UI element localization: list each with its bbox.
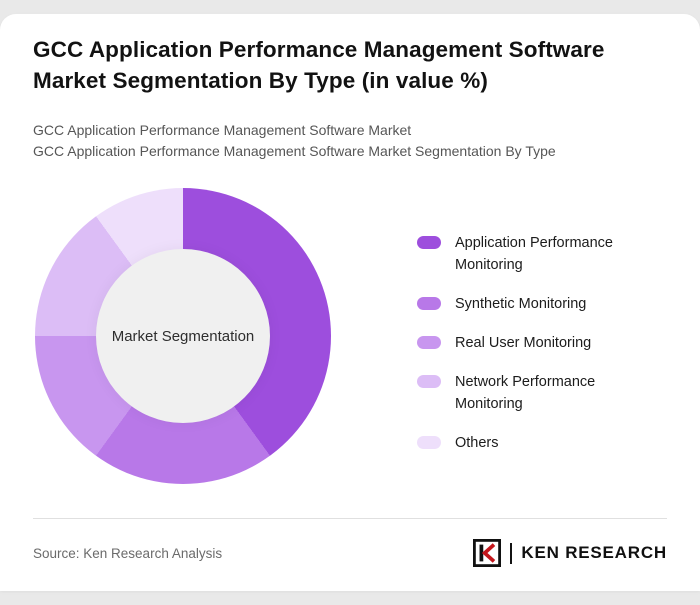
brand-separator <box>510 542 513 564</box>
brand-logo: KEN RESEARCH <box>473 539 667 567</box>
ken-logo-k-icon <box>473 539 502 567</box>
brand-name: KEN RESEARCH <box>521 543 667 562</box>
legend-swatch <box>417 375 441 389</box>
source-text: Source: Ken Research Analysis <box>33 545 223 561</box>
legend-label: Network Performance Monitoring <box>455 374 596 413</box>
donut-hole: Market Segmentation <box>96 249 270 424</box>
legend-label: Application Performance Monitoring <box>455 235 613 274</box>
page-title: GCC Application Performance Management S… <box>33 37 605 94</box>
legend-swatch <box>417 436 441 450</box>
legend-item: Others <box>417 432 645 454</box>
chart-center-label: Market Segmentation <box>111 327 255 345</box>
legend-item: Application Performance Monitoring <box>417 232 645 276</box>
chart-area: Market Segmentation Application Performa… <box>33 188 667 485</box>
chart-card: GCC Application Performance Management S… <box>0 14 700 591</box>
legend-item: Network Performance Monitoring <box>417 371 645 415</box>
legend-label: Real User Monitoring <box>455 335 592 352</box>
footer: Source: Ken Research Analysis KEN RESEAR… <box>33 518 667 571</box>
chart-legend: Application Performance Monitoring Synth… <box>417 188 645 484</box>
footer-divider <box>33 518 667 519</box>
legend-label: Synthetic Monitoring <box>455 296 587 313</box>
subtitle-block: GCC Application Performance Management S… <box>33 120 667 162</box>
legend-label: Others <box>455 435 499 452</box>
subtitle-line-1: GCC Application Performance Management S… <box>33 122 412 139</box>
legend-swatch <box>417 236 441 250</box>
legend-swatch <box>417 297 441 311</box>
subtitle-line-2: GCC Application Performance Management S… <box>33 143 556 160</box>
legend-swatch <box>417 336 441 350</box>
legend-item: Real User Monitoring <box>417 332 645 354</box>
donut-chart-wrap: Market Segmentation <box>35 188 331 485</box>
legend-item: Synthetic Monitoring <box>417 293 645 315</box>
